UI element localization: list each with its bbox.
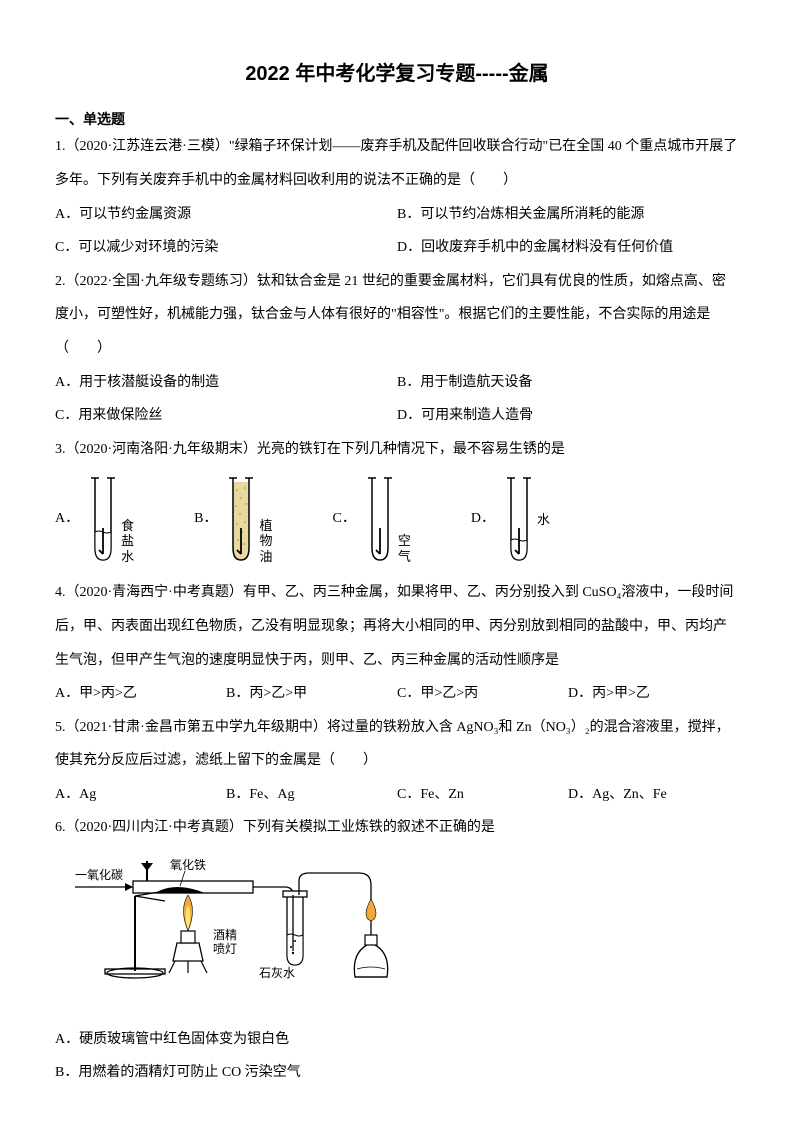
q2-stem: 2.（2022·全国·九年级专题练习）钛和钛合金是 21 世纪的重要金属材料，它… bbox=[55, 265, 739, 366]
q1-opt-c: C．可以减少对环境的污染 bbox=[55, 231, 397, 265]
q5-opt-a: A．Ag bbox=[55, 778, 226, 812]
q3-letter-a: A． bbox=[55, 512, 79, 526]
test-tube-b-icon bbox=[223, 474, 259, 564]
q1-stem: 1.（2020·江苏连云港·三模）"绿箱子环保计划——废弃手机及配件回收联合行动… bbox=[55, 130, 739, 197]
page-title: 2022 年中考化学复习专题-----金属 bbox=[55, 50, 739, 98]
co-label: 一氧化碳 bbox=[75, 868, 123, 882]
q3-stem: 3.（2020·河南洛阳·九年级期末）光亮的铁钉在下列几种情况下，最不容易生锈的… bbox=[55, 433, 739, 467]
q5-opt-d: D．Ag、Zn、Fe bbox=[568, 778, 739, 812]
section-header: 一、单选题 bbox=[55, 108, 739, 130]
lime-label: 石灰水 bbox=[259, 966, 295, 980]
q4-opt-a: A．甲>丙>乙 bbox=[55, 677, 226, 711]
test-tube-a-icon bbox=[85, 474, 121, 564]
lamp-label2: 喷灯 bbox=[213, 942, 237, 956]
q3-fig-d: D． 水 bbox=[471, 474, 550, 564]
q6-figure: 一氧化碳 氧化铁 酒精 喷灯 bbox=[75, 851, 739, 1005]
q4-stem: 4.（2020·青海西宁·中考真题）有甲、乙、丙三种金属，如果将甲、乙、丙分别投… bbox=[55, 576, 739, 677]
q3-label-c: 空 气 bbox=[398, 533, 411, 564]
q3-label-a: 食 盐 水 bbox=[121, 518, 134, 565]
feo-label: 氧化铁 bbox=[170, 858, 206, 872]
lamp-label: 酒精 bbox=[213, 928, 237, 942]
q3-letter-c: C． bbox=[333, 512, 356, 526]
q3-fig-b: B． 植 物 油 bbox=[194, 474, 272, 564]
q5-stem: 5.（2021·甘肃·金昌市第五中学九年级期中）将过量的铁粉放入含 AgNO₃和… bbox=[55, 711, 739, 778]
q3-fig-c: C． 空 气 bbox=[333, 474, 411, 564]
q1-opt-a: A．可以节约金属资源 bbox=[55, 198, 397, 232]
q1-options: A．可以节约金属资源 B．可以节约冶炼相关金属所消耗的能源 C．可以减少对环境的… bbox=[55, 198, 739, 265]
test-tube-c-icon bbox=[362, 474, 398, 564]
q2-opt-a: A．用于核潜艇设备的制造 bbox=[55, 366, 397, 400]
q3-fig-a: A． 食 盐 水 bbox=[55, 474, 134, 564]
q2-opt-b: B．用于制造航天设备 bbox=[397, 366, 739, 400]
test-tube-d-icon bbox=[501, 474, 537, 564]
q1-opt-d: D．回收废弃手机中的金属材料没有任何价值 bbox=[397, 231, 739, 265]
q5-options: A．Ag B．Fe、Ag C．Fe、Zn D．Ag、Zn、Fe bbox=[55, 778, 739, 812]
q4-options: A．甲>丙>乙 B．丙>乙>甲 C．甲>乙>丙 D．丙>甲>乙 bbox=[55, 677, 739, 711]
q4-opt-c: C．甲>乙>丙 bbox=[397, 677, 568, 711]
q6-stem: 6.（2020·四川内江·中考真题）下列有关模拟工业炼铁的叙述不正确的是 bbox=[55, 811, 739, 845]
q2-opt-c: C．用来做保险丝 bbox=[55, 399, 397, 433]
q4-opt-d: D．丙>甲>乙 bbox=[568, 677, 739, 711]
q6-opt-a: A．硬质玻璃管中红色固体变为银白色 bbox=[55, 1023, 739, 1057]
q2-options: A．用于核潜艇设备的制造 B．用于制造航天设备 C．用来做保险丝 D．可用来制造… bbox=[55, 366, 739, 433]
q5-opt-b: B．Fe、Ag bbox=[226, 778, 397, 812]
q6-opt-b: B．用燃着的酒精灯可防止 CO 污染空气 bbox=[55, 1056, 739, 1090]
q3-label-d: 水 bbox=[537, 512, 550, 528]
apparatus-icon: 一氧化碳 氧化铁 酒精 喷灯 bbox=[75, 851, 435, 991]
q4-opt-b: B．丙>乙>甲 bbox=[226, 677, 397, 711]
q3-letter-d: D． bbox=[471, 512, 495, 526]
q3-letter-b: B． bbox=[194, 512, 217, 526]
q3-label-b: 植 物 油 bbox=[259, 518, 272, 565]
q5-opt-c: C．Fe、Zn bbox=[397, 778, 568, 812]
q2-opt-d: D．可用来制造人造骨 bbox=[397, 399, 739, 433]
q3-figures: A． 食 盐 水 B． 植 物 油 bbox=[55, 474, 739, 564]
q1-opt-b: B．可以节约冶炼相关金属所消耗的能源 bbox=[397, 198, 739, 232]
